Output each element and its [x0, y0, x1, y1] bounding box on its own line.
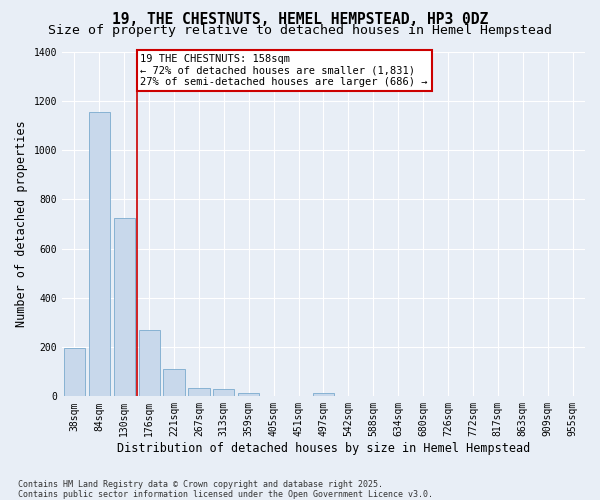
Text: Size of property relative to detached houses in Hemel Hempstead: Size of property relative to detached ho… — [48, 24, 552, 37]
Bar — [213, 389, 235, 396]
Text: 19 THE CHESTNUTS: 158sqm
← 72% of detached houses are smaller (1,831)
27% of sem: 19 THE CHESTNUTS: 158sqm ← 72% of detach… — [140, 54, 428, 87]
Bar — [139, 330, 160, 396]
Bar — [313, 392, 334, 396]
Bar — [113, 218, 135, 396]
Bar — [64, 348, 85, 397]
Bar — [238, 392, 259, 396]
Bar — [163, 369, 185, 396]
Text: 19, THE CHESTNUTS, HEMEL HEMPSTEAD, HP3 0DZ: 19, THE CHESTNUTS, HEMEL HEMPSTEAD, HP3 … — [112, 12, 488, 28]
Y-axis label: Number of detached properties: Number of detached properties — [15, 120, 28, 327]
Bar — [89, 112, 110, 397]
X-axis label: Distribution of detached houses by size in Hemel Hempstead: Distribution of detached houses by size … — [117, 442, 530, 455]
Text: Contains HM Land Registry data © Crown copyright and database right 2025.
Contai: Contains HM Land Registry data © Crown c… — [18, 480, 433, 499]
Bar — [188, 388, 209, 396]
